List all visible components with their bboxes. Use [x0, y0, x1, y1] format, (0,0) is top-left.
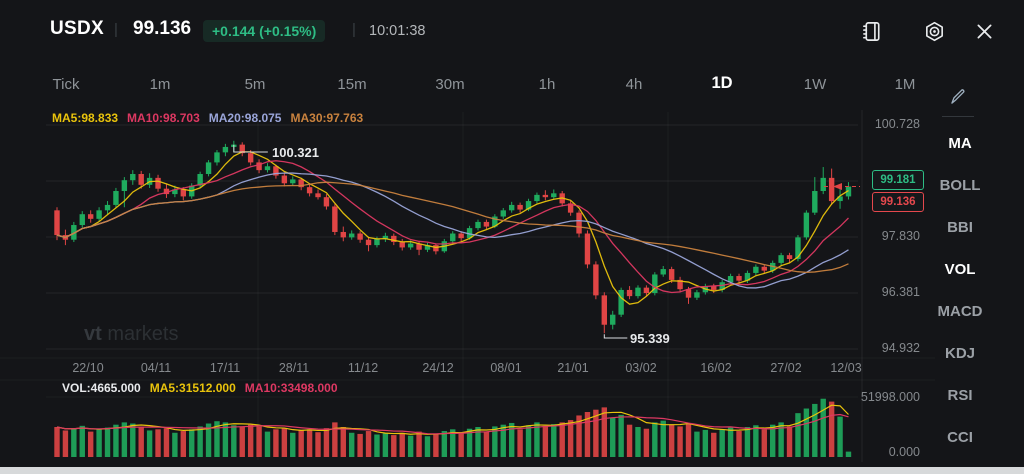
indicator-rsi[interactable]: RSI [947, 386, 973, 404]
x-axis-label: 16/02 [700, 361, 732, 375]
ma20-value: MA20:98.075 [208, 111, 282, 125]
divider: | [114, 21, 118, 38]
ma10-value: MA10:98.703 [127, 111, 200, 125]
x-axis-label: 11/12 [347, 361, 379, 375]
y-axis-label: 97.830 [881, 229, 920, 243]
divider: | [352, 21, 356, 38]
x-axis-label: 24/12 [422, 361, 454, 375]
ask-price-tag: 99.181 [872, 170, 924, 190]
x-axis-label: 17/11 [209, 361, 241, 375]
watermark-rest: markets [101, 323, 179, 345]
sidebar-divider [942, 116, 974, 117]
indicator-bbi[interactable]: BBI [947, 218, 973, 236]
tab-1d[interactable]: 1D [711, 74, 733, 92]
x-axis-label: 22/10 [72, 361, 104, 375]
tab-1m[interactable]: 1m [149, 76, 171, 93]
broker-watermark: vt markets [84, 323, 178, 346]
indicator-cci[interactable]: CCI [947, 428, 973, 446]
x-axis-label: 03/02 [625, 361, 657, 375]
volume-legend: VOL:4665.000 MA5:31512.000 MA10:33498.00… [62, 381, 338, 395]
volume-ma10-value: MA10:33498.000 [244, 381, 338, 395]
watermark-bold: vt [84, 323, 102, 345]
change-badge: +0.144 (+0.15%) [203, 20, 326, 42]
volume-value: VOL:4665.000 [62, 381, 141, 395]
tab-1w[interactable]: 1W [803, 76, 827, 93]
ma5-value: MA5:98.833 [52, 111, 119, 125]
journal-icon[interactable] [858, 17, 886, 45]
y-axis-label: 100.728 [874, 117, 920, 131]
indicator-vol[interactable]: VOL [944, 260, 976, 278]
y-axis-label: 96.381 [881, 285, 920, 299]
bottom-page-edge [0, 467, 1024, 474]
x-axis-label: 12/03 [830, 361, 862, 375]
ma-legend: MA5:98.833 MA10:98.703 MA20:98.075 MA30:… [52, 111, 363, 125]
indicator-boll[interactable]: BOLL [939, 176, 981, 194]
settings-icon[interactable] [920, 17, 948, 45]
tab-5m[interactable]: 5m [244, 76, 266, 93]
close-icon[interactable] [970, 17, 998, 45]
high-annotation: 100.321 [272, 145, 319, 160]
x-axis-label: 08/01 [490, 361, 522, 375]
tab-4h[interactable]: 4h [625, 76, 643, 93]
last-price-tag: 99.136 [872, 192, 924, 212]
tab-15m[interactable]: 15m [337, 76, 367, 93]
x-axis-label: 28/11 [278, 361, 310, 375]
x-axis-label: 04/11 [140, 361, 172, 375]
ma30-value: MA30:97.763 [290, 111, 364, 125]
indicator-ma[interactable]: MA [948, 134, 972, 152]
volume-axis-max: 51998.000 [860, 390, 920, 404]
tab-tick[interactable]: Tick [52, 76, 80, 93]
low-annotation: 95.339 [630, 331, 670, 346]
last-price: 99.136 [133, 18, 192, 39]
tab-1h[interactable]: 1h [538, 76, 556, 93]
symbol-title: USDX [50, 18, 104, 39]
volume-axis-zero: 0.000 [888, 445, 920, 459]
x-axis-label: 27/02 [770, 361, 802, 375]
draw-pencil-icon[interactable] [941, 80, 975, 112]
y-axis-label: 94.932 [881, 341, 920, 355]
server-time: 10:01:38 [369, 23, 426, 39]
indicator-macd[interactable]: MACD [937, 302, 983, 320]
tab-1m-month[interactable]: 1M [894, 76, 916, 93]
tab-30m[interactable]: 30m [435, 76, 465, 93]
x-axis-label: 21/01 [557, 361, 589, 375]
indicator-kdj[interactable]: KDJ [944, 344, 975, 362]
volume-ma5-value: MA5:31512.000 [149, 381, 236, 395]
